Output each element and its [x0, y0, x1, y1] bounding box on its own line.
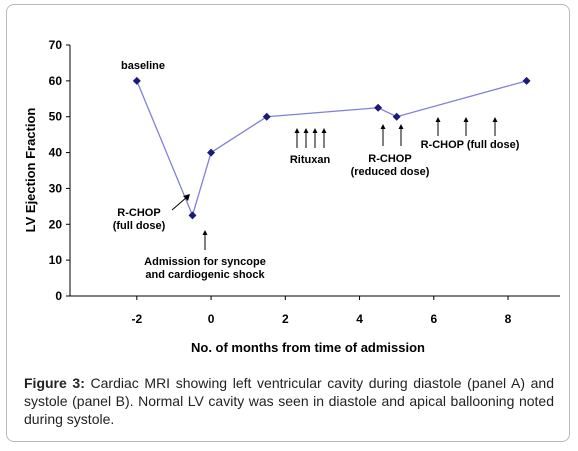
- data-point: [262, 112, 271, 121]
- y-tick-label: 70: [49, 38, 63, 52]
- y-tick-label: 60: [49, 74, 63, 88]
- arrow-up-icon: [202, 230, 208, 235]
- x-axis-label: No. of months from time of admission: [191, 340, 425, 355]
- y-tick-label: 30: [49, 181, 63, 195]
- y-tick-label: 0: [55, 289, 62, 303]
- arrow-diagonal-icon: [183, 194, 190, 201]
- annotation-rchop-full-2: (full dose): [113, 220, 166, 232]
- y-tick-label: 10: [49, 253, 63, 267]
- y-axis-label: LV Ejection Fraction: [23, 108, 38, 233]
- arrow-up-icon: [435, 117, 441, 122]
- annotation-rchop-full-right: R-CHOP (full dose): [421, 139, 520, 151]
- arrow-diagonal-icon-shaft: [171, 196, 188, 211]
- annotation-baseline: baseline: [121, 60, 165, 72]
- arrow-up-icon: [312, 128, 318, 133]
- series: [132, 76, 531, 220]
- arrow-up-icon: [303, 128, 309, 133]
- y-tick-label: 40: [49, 146, 63, 160]
- annotation-arrows: [171, 117, 498, 250]
- data-point: [132, 76, 141, 85]
- arrow-up-icon: [380, 124, 386, 129]
- data-point: [392, 112, 401, 121]
- figure-caption: Figure 3: Cardiac MRI showing left ventr…: [24, 374, 554, 428]
- x-tick-label: 6: [430, 312, 437, 326]
- x-tick-label: 4: [356, 312, 363, 326]
- caption-text: Cardiac MRI showing left ventricular cav…: [24, 375, 554, 427]
- data-point: [374, 103, 383, 112]
- x-tick-label: 0: [208, 312, 215, 326]
- arrow-up-icon: [398, 124, 404, 129]
- x-tick-label: 8: [505, 312, 512, 326]
- annotations: baseline R-CHOP (full dose) Admission fo…: [113, 60, 520, 281]
- y-tick-label: 50: [49, 110, 63, 124]
- y-tick-label: 20: [49, 217, 63, 231]
- arrow-up-icon: [321, 128, 327, 133]
- data-point: [188, 211, 197, 220]
- arrow-up-icon: [294, 128, 300, 133]
- arrow-up-icon: [463, 117, 469, 122]
- figure-frame: [6, 4, 570, 442]
- axes: [69, 45, 560, 297]
- annotation-rchop-reduced-2: (reduced dose): [351, 166, 430, 178]
- annotation-rchop-reduced-1: R-CHOP: [368, 153, 411, 165]
- data-point: [522, 76, 531, 85]
- x-tick-label: 2: [282, 312, 289, 326]
- annotation-rituxan: Rituxan: [290, 154, 331, 166]
- ticks: 0 10 20 30 40 50 60 70 -2 0 2 4 6 8: [49, 38, 512, 326]
- x-tick-label: -2: [131, 312, 142, 326]
- caption-label: Figure 3:: [24, 375, 85, 391]
- data-point: [207, 148, 216, 157]
- annotation-rchop-full-1: R-CHOP: [117, 207, 160, 219]
- arrow-up-icon: [492, 117, 498, 122]
- annotation-admission-1: Admission for syncope: [144, 256, 266, 268]
- annotation-admission-2: and cardiogenic shock: [145, 269, 265, 281]
